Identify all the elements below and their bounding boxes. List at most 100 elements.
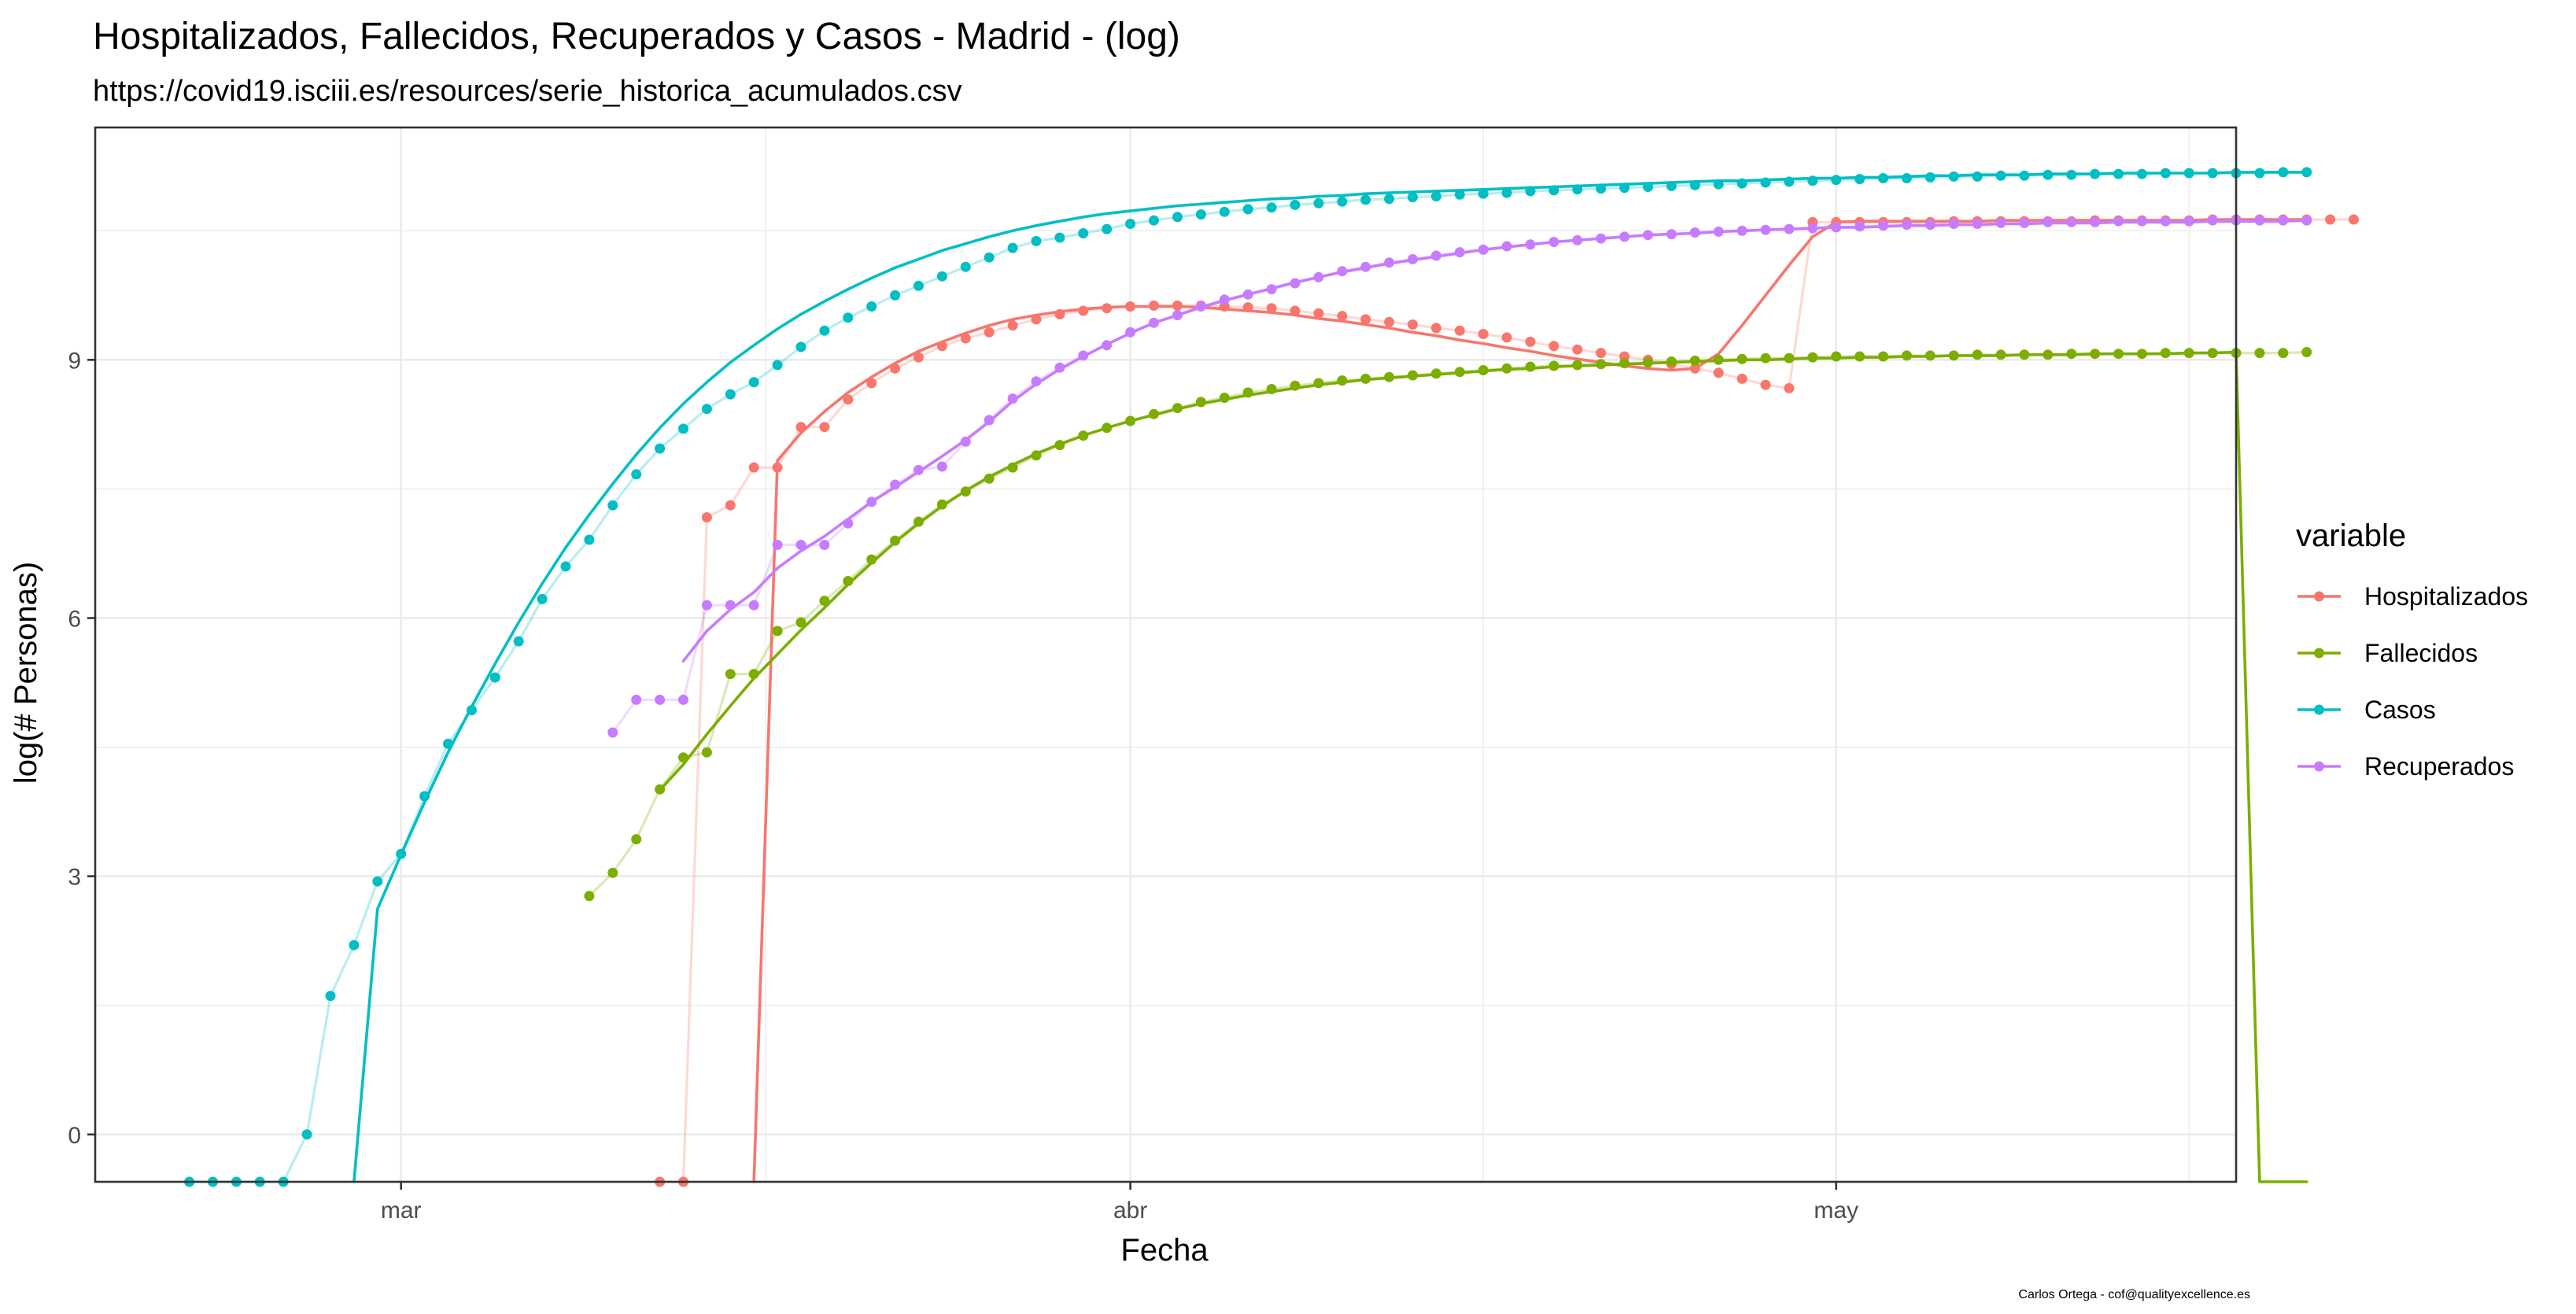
legend-label: Recuperados <box>2364 752 2514 781</box>
legend-label: Hospitalizados <box>2364 582 2528 611</box>
data-point <box>772 626 783 637</box>
data-point <box>1195 209 1206 220</box>
data-point <box>1408 192 1418 203</box>
data-point <box>1102 223 1113 234</box>
data-point <box>584 534 595 545</box>
data-point <box>607 500 618 511</box>
data-point <box>936 461 947 472</box>
series-casos <box>184 167 2312 1187</box>
data-point <box>1736 373 1747 384</box>
data-point <box>349 939 360 950</box>
data-point <box>1054 232 1065 243</box>
data-point <box>1360 194 1371 205</box>
data-point <box>537 593 548 604</box>
data-point <box>631 694 642 705</box>
data-point <box>1172 212 1183 223</box>
data-point <box>1760 379 1771 390</box>
data-point <box>2301 347 2312 357</box>
data-point <box>1337 196 1348 207</box>
smooth-line <box>352 171 2308 1183</box>
data-point <box>701 747 712 758</box>
data-point <box>819 540 830 550</box>
data-point <box>795 341 806 352</box>
data-point <box>1831 351 1842 362</box>
data-point <box>1454 325 1465 336</box>
panel-frame <box>94 126 2238 1183</box>
data-point <box>1430 191 1441 201</box>
y-tick-label: 6 <box>68 607 81 633</box>
data-point <box>984 327 995 338</box>
y-tick-label: 3 <box>68 865 81 891</box>
data-point <box>701 512 712 522</box>
data-point <box>960 333 971 344</box>
legend-key-point <box>2314 591 2324 602</box>
legend-key-point <box>2314 648 2324 659</box>
smooth-line <box>658 350 2308 1183</box>
data-point <box>1313 308 1324 319</box>
chart-caption: Carlos Ortega - cof@qualityexcellence.es <box>2018 1288 2250 1301</box>
data-point <box>1149 215 1159 226</box>
legend-item-fallecidos: Fallecidos <box>2297 639 2478 667</box>
data-point <box>301 1129 312 1140</box>
data-point <box>795 540 806 550</box>
legend: variable Hospitalizados Fallecidos Casos Re… <box>2296 519 2528 781</box>
data-point <box>1290 305 1301 316</box>
data-point <box>560 561 571 572</box>
data-point <box>1384 194 1395 205</box>
data-point <box>1784 382 1795 393</box>
data-point <box>655 694 666 705</box>
data-point <box>513 636 524 647</box>
data-point <box>1125 219 1136 229</box>
data-point <box>2325 214 2336 225</box>
data-point <box>2278 348 2289 359</box>
data-point <box>1572 344 1583 355</box>
data-point <box>795 617 806 628</box>
data-point <box>1242 204 1253 215</box>
data-point <box>913 352 924 363</box>
legend-key-point <box>2314 761 2324 772</box>
data-point <box>1478 329 1489 339</box>
legend-item-hospitalizados: Hospitalizados <box>2297 582 2528 611</box>
x-tick-label: may <box>1814 1198 1858 1224</box>
data-point <box>655 443 666 454</box>
data-point <box>772 360 783 371</box>
smooth-line <box>681 219 2308 663</box>
data-point <box>325 991 336 1002</box>
data-point <box>772 540 783 550</box>
y-tick-label: 0 <box>68 1123 81 1149</box>
data-point <box>1007 242 1018 253</box>
data-point <box>843 394 854 405</box>
data-point <box>748 462 759 473</box>
data-point <box>1266 303 1277 314</box>
data-point <box>725 669 736 680</box>
data-point <box>725 389 736 400</box>
data-point <box>866 378 877 389</box>
data-point <box>1430 323 1441 334</box>
legend-key-point <box>2314 704 2324 715</box>
data-point <box>1031 235 1042 246</box>
y-tick-label: 9 <box>68 348 81 374</box>
y-axis-title: log(# Personas) <box>9 562 43 784</box>
data-point <box>1454 189 1465 200</box>
legend-item-recuperados: Recuperados <box>2297 752 2514 781</box>
data-point <box>1713 367 1724 378</box>
data-point <box>1313 197 1324 209</box>
data-point <box>1408 319 1418 330</box>
data-point <box>748 377 759 388</box>
plot-background <box>95 127 2236 1182</box>
data-point <box>489 672 500 683</box>
data-point <box>866 301 877 312</box>
grid-lines <box>95 127 2236 1182</box>
data-point <box>819 422 830 433</box>
data-point <box>678 423 688 434</box>
data-point <box>936 271 947 282</box>
x-axis-title: Fecha <box>1120 1233 1209 1268</box>
x-tick-label: mar <box>381 1198 422 1224</box>
data-point <box>701 600 712 611</box>
data-point <box>1831 175 1842 186</box>
data-point <box>1760 352 1771 364</box>
data-point <box>984 252 995 263</box>
data-point <box>748 600 759 611</box>
plot-area <box>95 127 2236 1182</box>
